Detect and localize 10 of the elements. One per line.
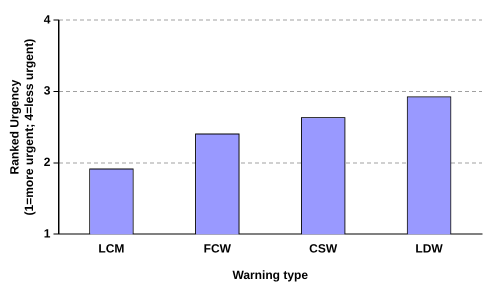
y-tick-label: 3 <box>44 84 51 98</box>
x-tick-label: LDW <box>415 242 444 256</box>
x-tick-label: FCW <box>204 242 232 256</box>
y-tick-label: 2 <box>44 155 51 170</box>
y-axis-title: Ranked Urgency (1=more urgent; 4=less urgent) <box>8 38 36 216</box>
y-tick-label: 4 <box>44 12 51 26</box>
x-axis-title: Warning type <box>232 268 308 282</box>
x-tick-label: LCM <box>98 242 124 256</box>
x-tick-label: CSW <box>309 242 338 256</box>
y-tick-label: 1 <box>44 226 51 241</box>
